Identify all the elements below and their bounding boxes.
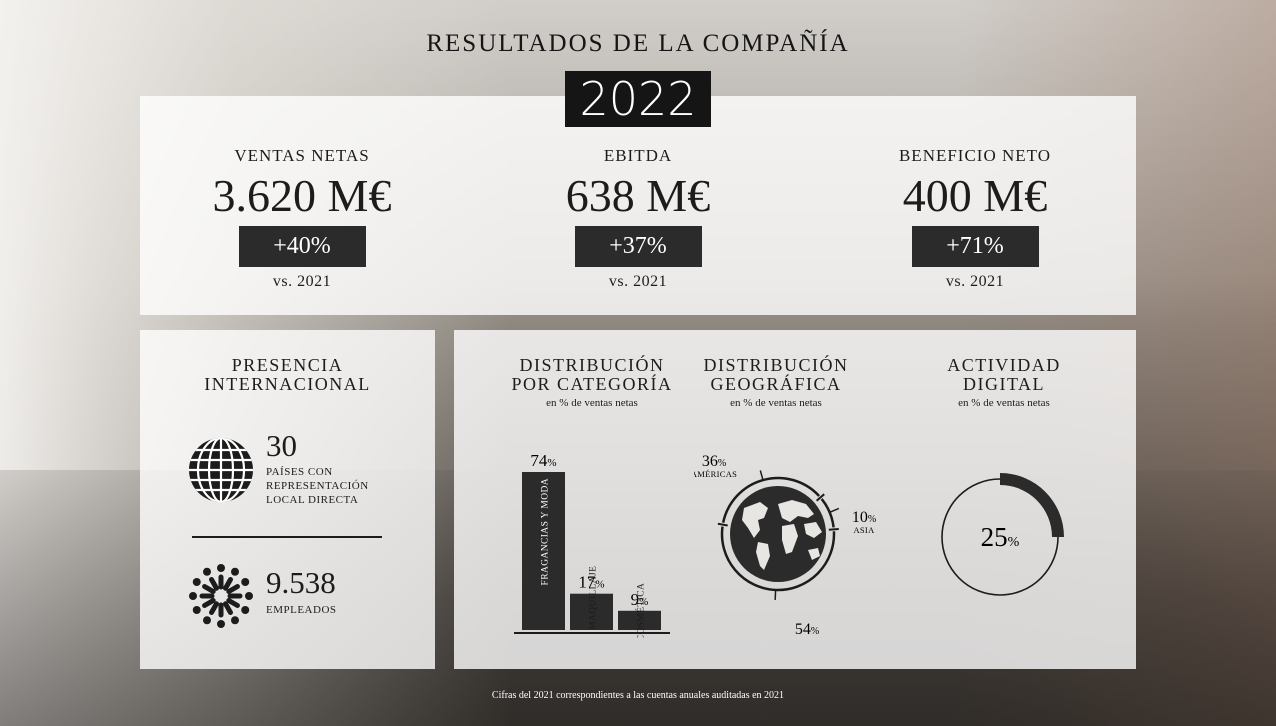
person-head [203, 616, 211, 625]
person-body [202, 584, 216, 594]
digital-subtitle: en % de ventas netas [958, 397, 1050, 409]
geo-leader-line [759, 470, 764, 481]
category-title-line2: POR CATEGORÍA [511, 374, 673, 394]
geo-subtitle: en % de ventas netas [730, 397, 822, 409]
countries-desc-line3: LOCAL DIRECTA [266, 494, 359, 506]
people-circle-icon [189, 564, 253, 628]
kpi-value: 3.620 M€ [212, 170, 392, 221]
employees-desc: EMPLEADOS [266, 604, 337, 616]
bar-0 [522, 472, 565, 630]
person-head [189, 592, 197, 600]
employees-value: 9.538 [266, 565, 336, 600]
presence-title-line2: INTERNACIONAL [204, 374, 371, 394]
distribution-panel: DISTRIBUCIÓN POR CATEGORÍA en % de venta… [454, 330, 1136, 669]
geo-segment-2 [720, 526, 836, 592]
world-continents [742, 500, 822, 570]
kpi-label: BENEFICIO NETO [898, 146, 1052, 165]
category-title-line1: DISTRIBUCIÓN [519, 355, 665, 375]
kpi-value: 638 M€ [565, 170, 711, 221]
presence-title: PRESENCIA INTERNACIONAL [140, 356, 435, 394]
kpi-value: 400 M€ [902, 170, 1048, 221]
kpi-comparison: vs. 2021 [272, 273, 332, 290]
person-body [226, 584, 240, 594]
footnote: Cifras del 2021 correspondientes a las c… [491, 690, 785, 701]
category-title: DISTRIBUCIÓN POR CATEGORÍA [492, 356, 692, 394]
digital-activity-chart: 25% [941, 473, 1064, 596]
countries-desc-line1: PAÍSES CON [266, 466, 333, 478]
person-body [223, 577, 233, 591]
countries-value: 30 [266, 428, 297, 463]
digital-title-line2: DIGITAL [962, 374, 1046, 394]
kpi-change-badge: +71% [911, 226, 1039, 267]
countries-desc: PAÍSES CON REPRESENTACIÓN LOCAL DIRECTA [266, 465, 369, 507]
kpi-label: EBITDA [603, 146, 673, 165]
person-body [209, 577, 219, 591]
person-head [241, 578, 250, 586]
person-head [203, 567, 211, 576]
digital-value-label: 25% [981, 522, 1020, 552]
bar-value-label: 9% [631, 590, 649, 609]
bar-1 [570, 593, 613, 630]
kpi-panel: VENTAS NETAS 3.620 M€ +40% vs. 2021 EBIT… [140, 96, 1136, 315]
bar-value-label: 74% [530, 451, 556, 470]
bar-category-label: DERMOCOSMÉTICA [635, 583, 647, 638]
presence-divider [192, 536, 382, 538]
person-head [245, 592, 253, 600]
digital-ring-segment [1000, 473, 1064, 537]
kpi-comparison: vs. 2021 [608, 273, 668, 290]
category-subtitle: en % de ventas netas [546, 397, 638, 409]
geo-value-label: 54% [795, 621, 819, 638]
digital-title: ACTIVIDAD DIGITAL [904, 356, 1104, 394]
geo-region-label: ASIA [853, 525, 875, 535]
geo-segment-tick [828, 527, 839, 531]
kpi-change-badge: +37% [574, 226, 702, 267]
person-head [231, 616, 239, 625]
person-head [192, 606, 201, 614]
geo-segment-tick [815, 493, 825, 502]
person-head [231, 567, 239, 576]
person-head [217, 564, 225, 572]
kpi-net-sales: VENTAS NETAS 3.620 M€ +40% vs. 2021 [152, 146, 452, 291]
year-badge: 2022 [565, 71, 711, 127]
bar-category-label: MAQUILLAJE [589, 566, 599, 630]
bar-category-label: FRAGANCIAS Y MODA [541, 478, 551, 585]
geo-title-line2: GEOGRÁFICA [710, 374, 842, 394]
globe-icon [189, 438, 253, 502]
kpi-comparison: vs. 2021 [945, 273, 1005, 290]
digital-title-line1: ACTIVIDAD [947, 355, 1061, 375]
geo-value-label: 10% [852, 509, 876, 526]
person-head [217, 620, 225, 628]
kpi-net-profit: BENEFICIO NETO 400 M€ +71% vs. 2021 [825, 146, 1125, 291]
kpi-label: VENTAS NETAS [234, 146, 370, 165]
geo-title: DISTRIBUCIÓN GEOGRÁFICA [676, 356, 876, 394]
bar-value-label: 17% [578, 573, 604, 592]
geo-distribution-chart: 36%AMÉRICAS 10%ASIA 54%EMEA [694, 453, 876, 638]
presence-title-line1: PRESENCIA [231, 355, 344, 375]
countries-desc-line2: REPRESENTACIÓN [266, 480, 369, 492]
geo-title-line1: DISTRIBUCIÓN [703, 355, 849, 375]
geo-leader-line [829, 507, 840, 514]
bar-2 [618, 610, 661, 630]
person-body [202, 598, 216, 608]
person-body [226, 598, 240, 608]
geo-segment-0 [721, 476, 821, 523]
person-body [209, 601, 219, 615]
kpi-ebitda: EBITDA 638 M€ +37% vs. 2021 [488, 146, 788, 291]
person-body [223, 601, 233, 615]
person-head [241, 606, 250, 614]
category-bar-chart: 74% FRAGANCIAS Y MODA 17%MAQUILLAJE 9%DERMO… [514, 451, 670, 638]
presence-panel: PRESENCIA INTERNACIONAL 30 PAÍSES CON RE… [140, 330, 435, 669]
geo-value-label: 36% [702, 453, 726, 470]
page-title: RESULTADOS DE LA COMPAÑÍA [426, 30, 850, 57]
geo-segment-tick [717, 522, 728, 527]
kpi-change-badge: +40% [238, 226, 366, 267]
geo-region-label: EMEA [794, 637, 820, 638]
geo-region-label: AMÉRICAS [694, 469, 737, 479]
person-head [192, 578, 201, 586]
